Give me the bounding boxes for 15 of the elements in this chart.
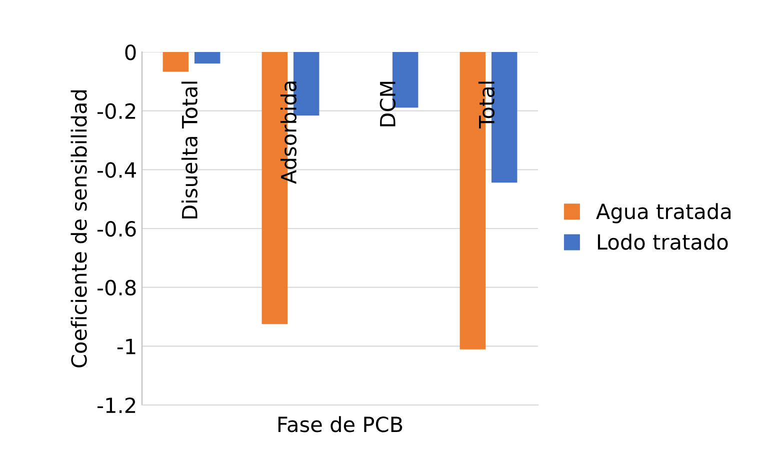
y-axis-title: Coeficiente de sensibilidad [70,90,87,368]
x-tick-label: Total [478,82,495,128]
y-tick-label: -0.4 [98,162,136,178]
y-tick-label: 0 [125,44,136,60]
x-axis-title: Fase de PCB [278,416,402,432]
y-tick-label: -0.8 [98,280,136,296]
x-tick-label: DCM [380,82,396,126]
x-tick-label: Adsorbida [280,82,297,184]
x-tick-label: Disuelta Total [181,82,198,218]
legend-label: Lodo tratado [598,234,728,250]
legend-label: Agua tratada [596,203,731,224]
y-tick-label: -1 [117,338,136,354]
y-tick-label: -1.2 [98,397,136,413]
y-tick-label: -0.6 [98,220,136,237]
y-tick-label: -0.2 [98,103,136,120]
